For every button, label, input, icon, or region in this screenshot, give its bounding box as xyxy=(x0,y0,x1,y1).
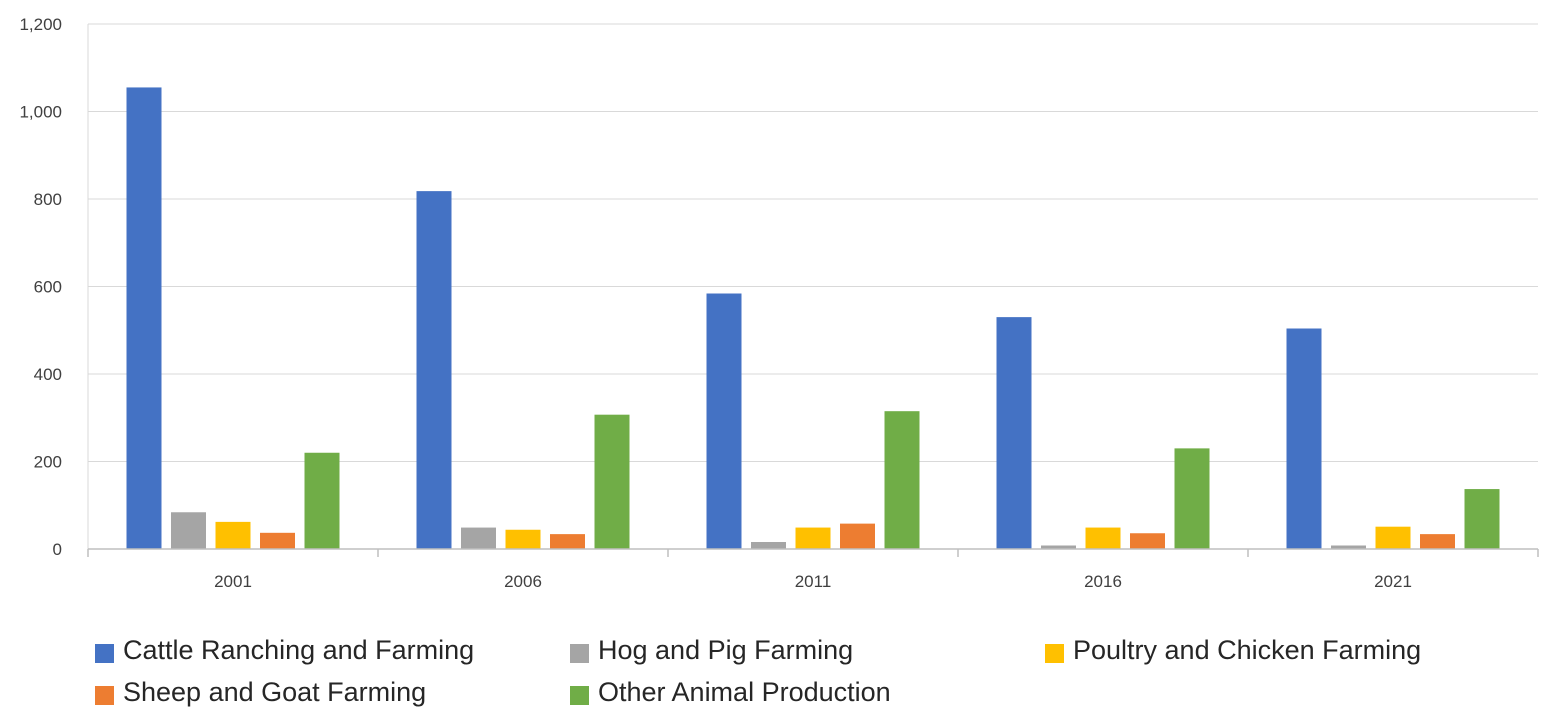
bar-hog-and-pig-farming-2001 xyxy=(171,512,206,549)
x-tick-label-2021: 2021 xyxy=(1374,572,1412,591)
bar-other-animal-production-2016 xyxy=(1174,448,1210,549)
bar-sheep-and-goat-farming-2021 xyxy=(1420,534,1455,549)
legend-label-sheep: Sheep and Goat Farming xyxy=(123,676,427,707)
legend-item-sheep: Sheep and Goat Farming xyxy=(95,674,426,710)
bar-cattle-ranching-and-farming-2011 xyxy=(706,293,742,549)
bar-hog-and-pig-farming-2021 xyxy=(1331,545,1366,549)
legend-item-poultry: Poultry and Chicken Farming xyxy=(1045,632,1421,668)
bar-sheep-and-goat-farming-2001 xyxy=(260,532,295,549)
y-tick-label: 1,200 xyxy=(19,15,62,34)
x-tick-label-2006: 2006 xyxy=(504,572,542,591)
bar-sheep-and-goat-farming-2016 xyxy=(1130,533,1165,549)
legend-item-cattle: Cattle Ranching and Farming xyxy=(95,632,474,668)
bar-other-animal-production-2006 xyxy=(594,414,630,549)
bar-cattle-ranching-and-farming-2021 xyxy=(1286,328,1322,549)
legend-label-poultry: Poultry and Chicken Farming xyxy=(1073,634,1422,665)
bar-other-animal-production-2021 xyxy=(1464,489,1500,549)
y-tick-label: 0 xyxy=(53,540,62,559)
legend-label-other: Other Animal Production xyxy=(598,676,891,707)
y-tick-label: 1,000 xyxy=(19,103,62,122)
bar-hog-and-pig-farming-2011 xyxy=(751,542,786,549)
y-tick-label: 600 xyxy=(34,278,62,297)
bar-poultry-and-chicken-farming-2011 xyxy=(795,527,831,549)
bar-sheep-and-goat-farming-2006 xyxy=(550,534,585,549)
y-tick-label: 400 xyxy=(34,365,62,384)
legend-swatch-poultry xyxy=(1045,643,1064,663)
bar-cattle-ranching-and-farming-2006 xyxy=(416,191,452,549)
legend-swatch-sheep xyxy=(95,685,114,705)
legend-swatch-hog xyxy=(570,643,589,663)
x-tick-label-2001: 2001 xyxy=(214,572,252,591)
legend-label-hog: Hog and Pig Farming xyxy=(598,634,854,665)
x-tick-label-2011: 2011 xyxy=(795,572,832,591)
x-tick-label-2016: 2016 xyxy=(1084,572,1122,591)
bar-hog-and-pig-farming-2016 xyxy=(1041,545,1076,549)
bar-cattle-ranching-and-farming-2016 xyxy=(996,317,1032,549)
bar-hog-and-pig-farming-2006 xyxy=(461,527,496,549)
legend-label-cattle: Cattle Ranching and Farming xyxy=(123,634,475,665)
bar-poultry-and-chicken-farming-2016 xyxy=(1085,527,1121,549)
legend-swatch-other xyxy=(570,685,589,705)
bar-poultry-and-chicken-farming-2001 xyxy=(215,521,251,549)
bar-poultry-and-chicken-farming-2006 xyxy=(505,529,541,549)
legend-item-other: Other Animal Production xyxy=(570,674,891,710)
bar-cattle-ranching-and-farming-2001 xyxy=(126,87,162,549)
legend: Cattle Ranching and Farming Hog and Pig … xyxy=(95,632,1515,710)
bar-sheep-and-goat-farming-2011 xyxy=(840,523,875,549)
bar-other-animal-production-2011 xyxy=(884,411,920,549)
bar-chart: 0 200 400 600 800 1,000 1,200 2001 2006 2011 2016 2… xyxy=(19,15,1539,591)
y-tick-label: 200 xyxy=(34,453,62,472)
legend-swatch-cattle xyxy=(95,643,114,663)
bar-poultry-and-chicken-farming-2021 xyxy=(1375,526,1411,549)
legend-item-hog: Hog and Pig Farming xyxy=(570,632,853,668)
bar-other-animal-production-2001 xyxy=(304,452,340,549)
y-tick-label: 800 xyxy=(34,190,62,209)
